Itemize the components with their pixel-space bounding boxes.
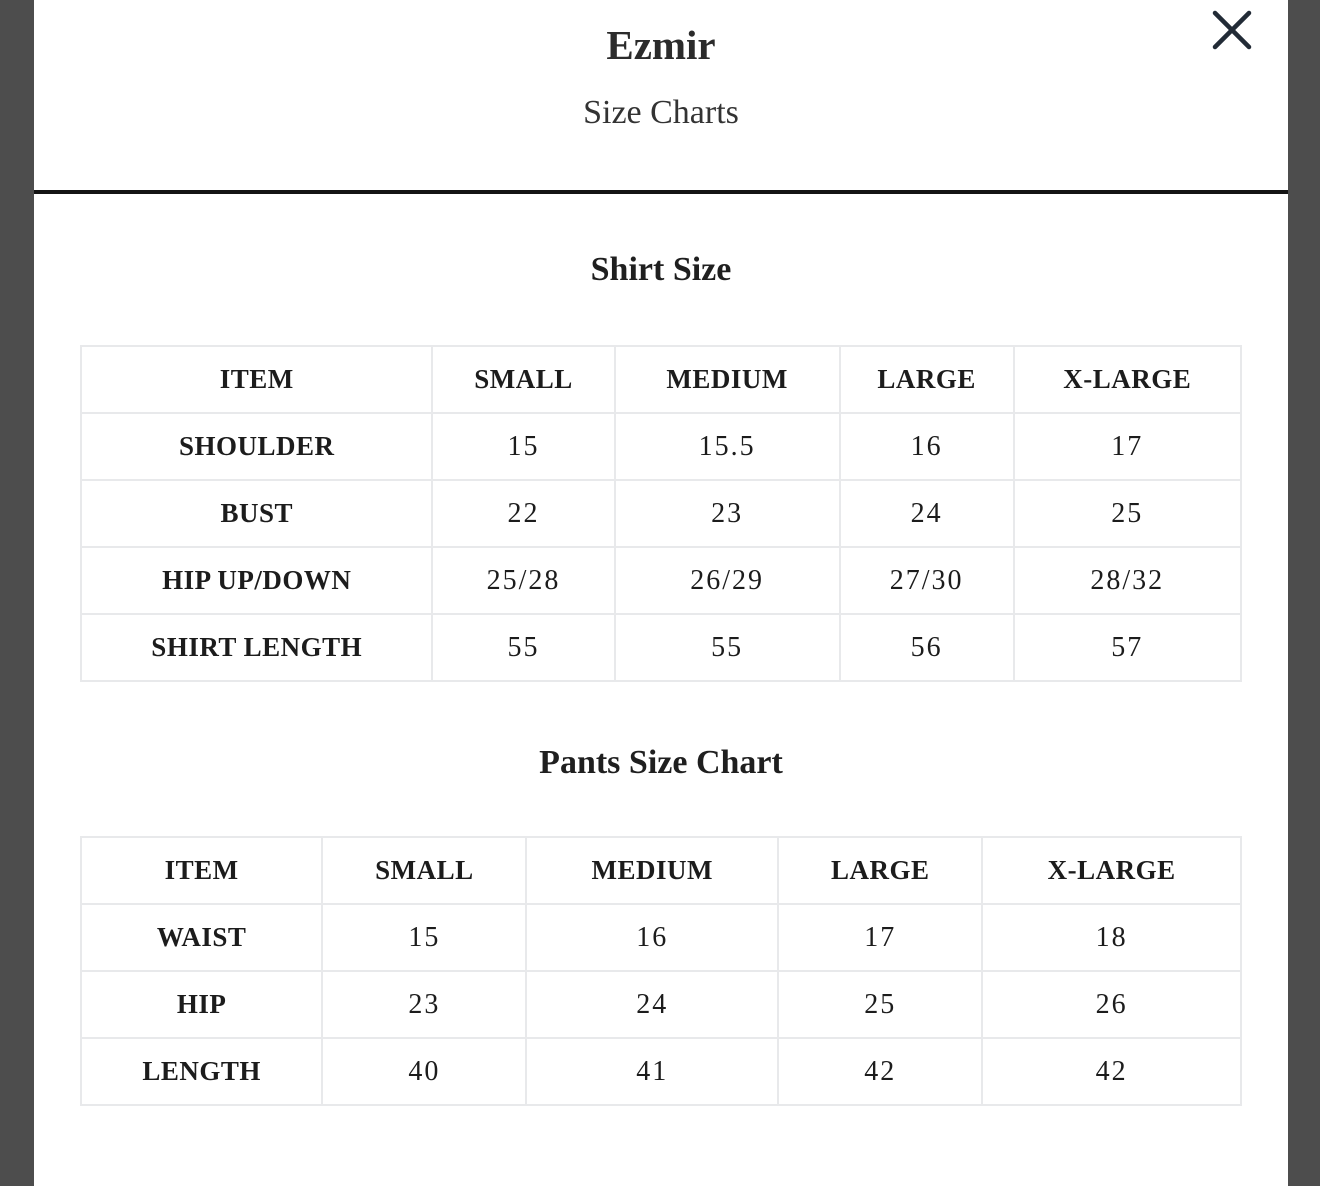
table-row: WAIST 15 16 17 18: [79, 903, 1242, 973]
modal-header: Ezmir Size Charts: [34, 0, 1288, 194]
value-cell: 24: [525, 970, 780, 1040]
value-cell: 17: [1012, 412, 1243, 482]
column-header: X-LARGE: [981, 836, 1242, 906]
column-header: SMALL: [321, 836, 528, 906]
value-cell: 42: [777, 1037, 984, 1107]
row-label-cell: WAIST: [79, 903, 324, 973]
size-chart-modal: Ezmir Size Charts Shirt Size ITEM SMALL ME…: [34, 0, 1288, 1186]
value-cell: 15.5: [613, 412, 841, 482]
column-header: LARGE: [838, 345, 1015, 415]
value-cell: 40: [321, 1037, 528, 1107]
value-cell: 25: [1012, 479, 1243, 549]
pants-table-header-row: ITEM SMALL MEDIUM LARGE X-LARGE: [79, 836, 1242, 906]
value-cell: 18: [981, 903, 1242, 973]
close-button[interactable]: [1208, 6, 1256, 54]
modal-subtitle: Size Charts: [583, 94, 739, 132]
value-cell: 15: [321, 903, 528, 973]
row-label-cell: BUST: [79, 479, 434, 549]
value-cell: 42: [981, 1037, 1242, 1107]
value-cell: 16: [838, 412, 1015, 482]
value-cell: 23: [321, 970, 528, 1040]
shirt-size-table: ITEM SMALL MEDIUM LARGE X-LARGE SHOULDER 15 15…: [79, 345, 1243, 683]
value-cell: 16: [525, 903, 780, 973]
shirt-table-header-row: ITEM SMALL MEDIUM LARGE X-LARGE: [79, 345, 1243, 415]
value-cell: 57: [1012, 613, 1243, 683]
table-row: LENGTH 40 41 42 42: [79, 1037, 1242, 1107]
shirt-size-title: Shirt Size: [590, 251, 732, 288]
column-header: SMALL: [431, 345, 616, 415]
column-header: LARGE: [777, 836, 984, 906]
value-cell: 25/28: [431, 546, 616, 616]
table-row: BUST 22 23 24 25: [79, 479, 1243, 549]
brand-title: Ezmir: [606, 22, 716, 68]
row-label-cell: HIP: [79, 970, 324, 1040]
value-cell: 26: [981, 970, 1242, 1040]
table-row: SHOULDER 15 15.5 16 17: [79, 412, 1243, 482]
pants-size-table: ITEM SMALL MEDIUM LARGE X-LARGE WAIST 15 16 17 1…: [79, 836, 1242, 1107]
value-cell: 28/32: [1012, 546, 1243, 616]
value-cell: 22: [431, 479, 616, 549]
column-header: MEDIUM: [613, 345, 841, 415]
column-header: X-LARGE: [1012, 345, 1243, 415]
row-label-cell: SHOULDER: [79, 412, 434, 482]
value-cell: 25: [777, 970, 984, 1040]
value-cell: 27/30: [838, 546, 1015, 616]
column-header: MEDIUM: [525, 836, 780, 906]
pants-size-title: Pants Size Chart: [539, 744, 783, 782]
row-label-cell: SHIRT LENGTH: [79, 613, 434, 683]
value-cell: 56: [838, 613, 1015, 683]
value-cell: 41: [525, 1037, 780, 1107]
table-row: SHIRT LENGTH 55 55 56 57: [79, 613, 1243, 683]
value-cell: 55: [431, 613, 616, 683]
close-icon: [1212, 10, 1252, 50]
value-cell: 17: [777, 903, 984, 973]
value-cell: 55: [613, 613, 841, 683]
table-row: HIP 23 24 25 26: [79, 970, 1242, 1040]
value-cell: 15: [431, 412, 616, 482]
value-cell: 23: [613, 479, 841, 549]
row-label-cell: LENGTH: [79, 1037, 324, 1107]
table-row: HIP UP/DOWN 25/28 26/29 27/30 28/32: [79, 546, 1243, 616]
column-header: ITEM: [79, 836, 324, 906]
column-header: ITEM: [79, 345, 434, 415]
row-label-cell: HIP UP/DOWN: [79, 546, 434, 616]
value-cell: 24: [838, 479, 1015, 549]
value-cell: 26/29: [613, 546, 841, 616]
